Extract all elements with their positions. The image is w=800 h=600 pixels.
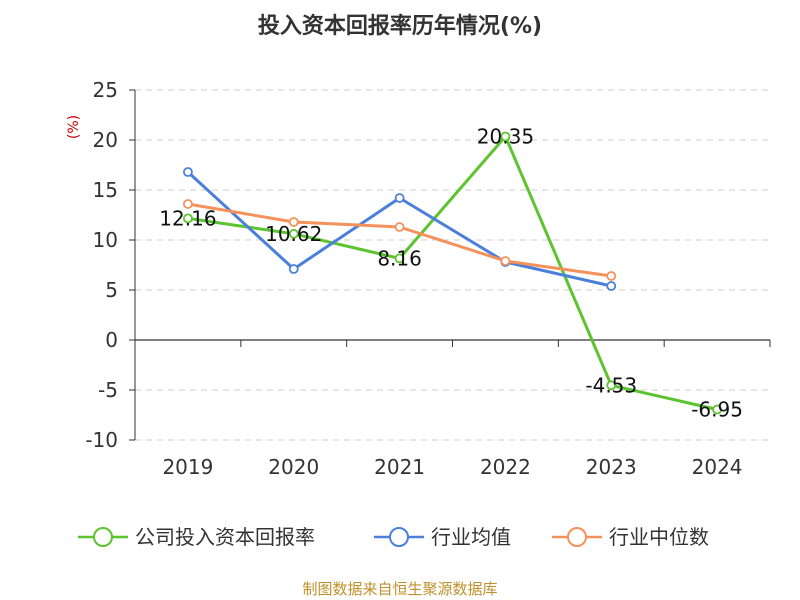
series-point-0 <box>288 228 299 239</box>
legend-label: 行业均值 <box>431 525 511 549</box>
x-tick-label: 2022 <box>480 455 531 479</box>
series-point-2 <box>606 271 617 281</box>
series-point-1 <box>288 264 299 274</box>
y-tick-label: 0 <box>105 328 118 352</box>
data-label: 10.62 <box>265 222 322 246</box>
legend[interactable]: 公司投入资本回报率 行业均值 行业中位数 <box>78 525 709 549</box>
series-point-2 <box>500 256 511 266</box>
series-point-2 <box>394 222 405 232</box>
x-tick-label: 2021 <box>374 455 425 479</box>
legend-item[interactable]: 公司投入资本回报率 <box>78 525 315 549</box>
series-point-2 <box>288 217 299 227</box>
series-point-2 <box>183 199 193 209</box>
data-label: -4.53 <box>585 373 637 397</box>
series-lines <box>183 131 722 415</box>
y-tick-label: 25 <box>93 78 118 102</box>
x-tick-label: 2023 <box>586 455 637 479</box>
series-point-0 <box>500 131 511 142</box>
series-point-0 <box>394 253 405 264</box>
data-label: 20.35 <box>477 125 534 149</box>
series-point-0 <box>183 213 193 224</box>
legend-label: 行业中位数 <box>609 525 709 549</box>
x-tick-label: 2019 <box>162 455 213 479</box>
chart-title: 投入资本回报率历年情况(%) <box>258 13 542 39</box>
x-tick-label: 2024 <box>692 455 743 479</box>
legend-label: 公司投入资本回报率 <box>135 525 315 549</box>
y-axis-unit-label: (%) <box>66 115 82 139</box>
data-label: 12.16 <box>159 206 216 230</box>
legend-marker-icon <box>389 527 409 547</box>
axes: 25 20 15 10 5 0 -5 -10 2019 2020 2021 2022 2023 2024 <box>85 78 771 479</box>
series-point-1 <box>606 281 617 291</box>
data-label: -6.95 <box>691 398 743 422</box>
series-line-0 <box>186 135 719 411</box>
y-tick-label: 15 <box>93 178 118 202</box>
data-label: 8.16 <box>377 246 422 270</box>
y-tick-label: -10 <box>85 428 118 452</box>
data-labels: 12.16 10.62 8.16 20.35 -4.53 -6.95 <box>159 125 743 422</box>
series-point-1 <box>183 167 193 177</box>
y-tick-label: 20 <box>93 128 118 152</box>
source-note: 制图数据来自恒生聚源数据库 <box>302 580 497 598</box>
series-point-0 <box>606 380 617 391</box>
y-tick-label: 5 <box>105 278 118 302</box>
grid-lines <box>135 89 770 441</box>
y-tick-label: -5 <box>98 378 118 402</box>
legend-marker-icon <box>567 527 587 547</box>
x-tick-label: 2020 <box>268 455 319 479</box>
legend-item[interactable]: 行业中位数 <box>552 525 709 549</box>
legend-marker-icon <box>93 527 113 547</box>
y-tick-label: 10 <box>93 228 118 252</box>
legend-item[interactable]: 行业均值 <box>374 525 511 549</box>
series-point-1 <box>394 193 405 203</box>
series-point-0 <box>712 404 722 415</box>
